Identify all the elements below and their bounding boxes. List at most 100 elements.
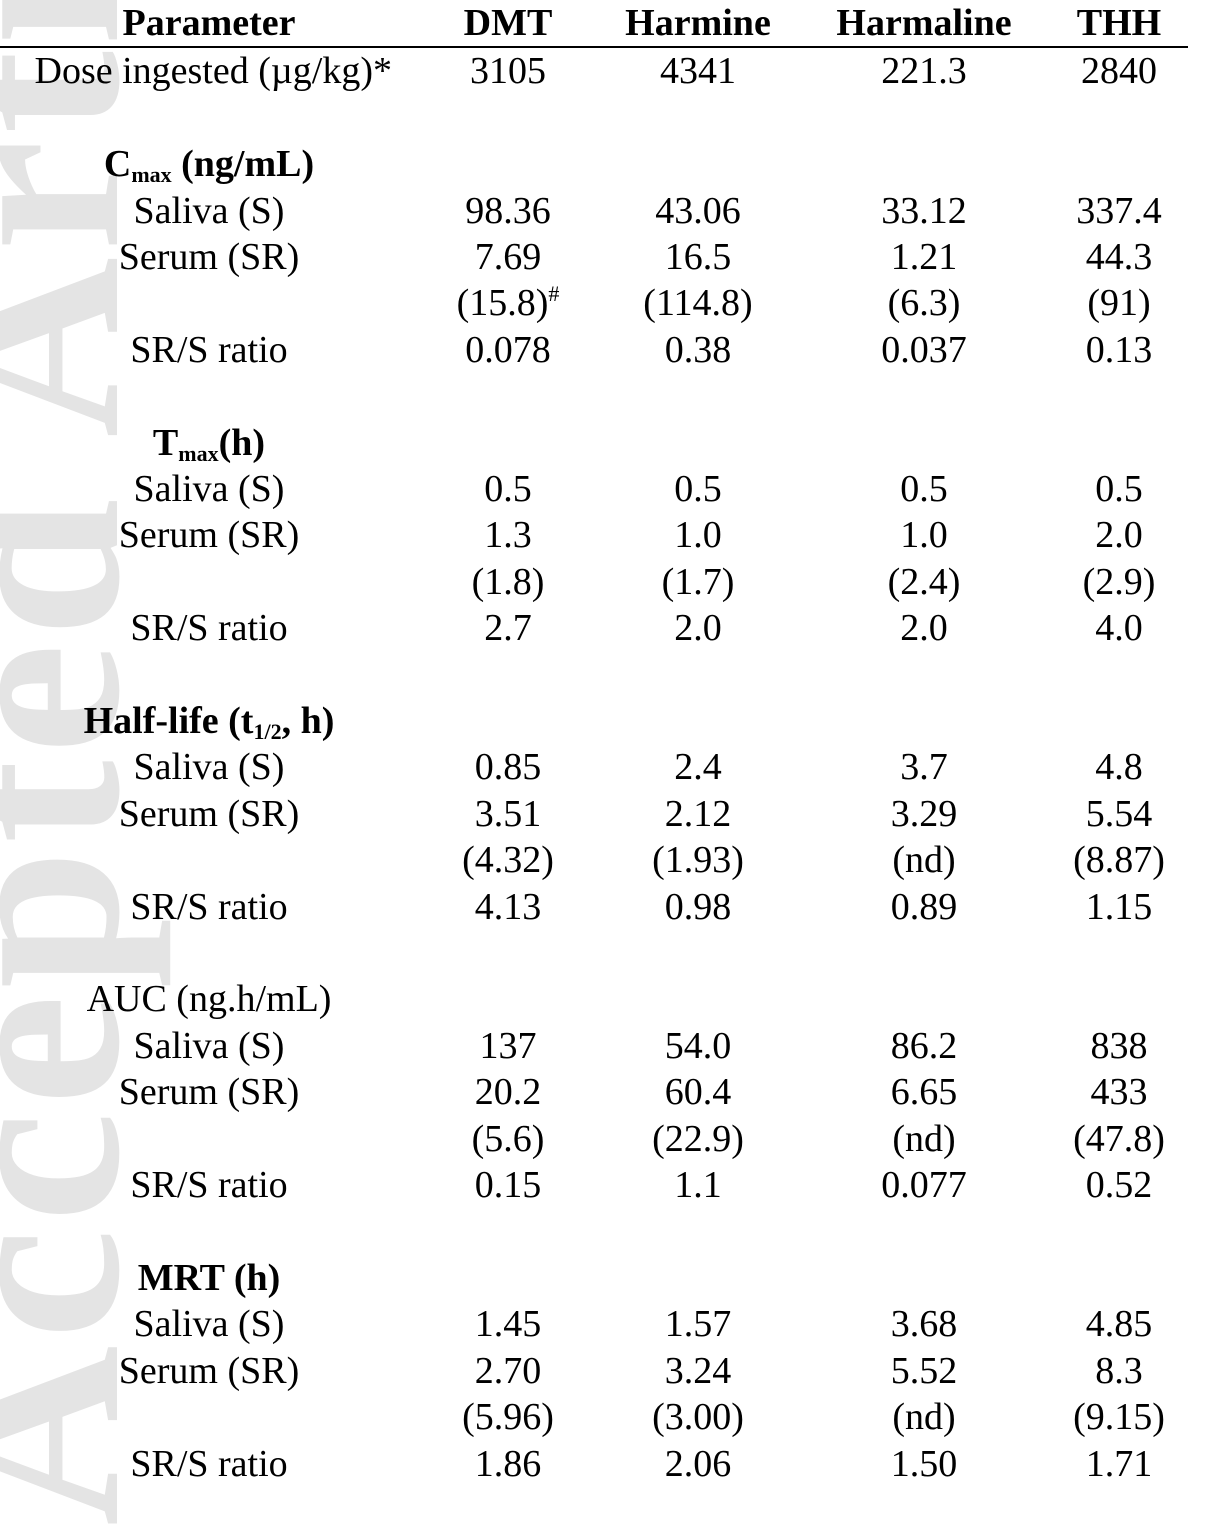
group-heading-row: AUC (ng.h/mL) <box>0 976 1188 1022</box>
value-cell: 2.0 <box>598 605 798 651</box>
value-cell: (22.9) <box>598 1116 798 1162</box>
cell-value: 1.86 <box>474 1442 542 1485</box>
table-row: (15.8)# (114.8) (6.3) (91) <box>0 280 1188 326</box>
cell-value: (22.9) <box>652 1117 744 1160</box>
value-cell: 4.85 <box>1050 1301 1188 1347</box>
value-cell: 5.54 <box>1050 791 1188 837</box>
dose-value: 2840 <box>1081 50 1157 93</box>
spacer-row <box>0 652 1188 698</box>
empty-cell <box>418 420 598 466</box>
value-cell: (5.6) <box>418 1116 598 1162</box>
value-cell: 3.7 <box>798 744 1050 790</box>
cell-value: 1.0 <box>900 514 948 557</box>
cell-value: 60.4 <box>664 1071 732 1114</box>
group-heading: AUC (ng.h/mL) <box>0 976 418 1022</box>
table-row: Serum (SR) 2.70 3.24 5.52 8.3 <box>0 1348 1188 1394</box>
group-heading: Half-life (t1/2, h) <box>0 698 418 744</box>
group-heading-subscript: max <box>131 162 172 188</box>
cell-value: 0.078 <box>465 328 551 371</box>
group-heading-row: Half-life (t1/2, h) <box>0 698 1188 744</box>
table-row: SR/S ratio 2.7 2.0 2.0 4.0 <box>0 605 1188 651</box>
spacer-row <box>0 1209 1188 1255</box>
cell-value: 7.69 <box>474 236 542 279</box>
empty-cell <box>1050 1255 1188 1301</box>
value-cell: 2.0 <box>1050 512 1188 558</box>
group-heading-row: Cmax (ng/mL) <box>0 141 1188 187</box>
dose-label: Dose ingested (µg/kg)* <box>34 50 393 93</box>
cell-value: (9.15) <box>1073 1396 1165 1439</box>
cell-value: 1.50 <box>890 1442 958 1485</box>
value-cell: (47.8) <box>1050 1116 1188 1162</box>
value-cell: 0.078 <box>418 327 598 373</box>
value-cell: 1.3 <box>418 512 598 558</box>
value-cell: 0.89 <box>798 884 1050 930</box>
value-cell: 8.3 <box>1050 1348 1188 1394</box>
value-cell: (8.87) <box>1050 837 1188 883</box>
row-label: SR/S ratio <box>130 885 288 928</box>
cell-value: (1.93) <box>652 839 744 882</box>
value-cell: (114.8) <box>598 280 798 326</box>
cell-value: (114.8) <box>643 282 753 325</box>
header-harmine: Harmine <box>598 0 798 49</box>
cell-value: 1.0 <box>674 514 722 557</box>
row-label: SR/S ratio <box>130 1442 288 1485</box>
empty-cell <box>418 976 598 1022</box>
value-cell: 60.4 <box>598 1069 798 1115</box>
cell-value: (1.8) <box>471 560 545 603</box>
cell-value: 4.13 <box>474 885 542 928</box>
value-cell: 2.7 <box>418 605 598 651</box>
table-row: (5.6) (22.9) (nd) (47.8) <box>0 1116 1188 1162</box>
row-label: Saliva (S) <box>133 1024 285 1067</box>
value-cell: 54.0 <box>598 1023 798 1069</box>
cell-value: (91) <box>1087 282 1151 325</box>
value-cell: 1.86 <box>418 1441 598 1487</box>
group-heading-main: T <box>152 421 179 464</box>
header-parameter: Parameter <box>0 0 418 49</box>
row-label: Serum (SR) <box>118 1349 300 1392</box>
header-harmaline: Harmaline <box>798 0 1050 49</box>
value-cell: 0.85 <box>418 744 598 790</box>
cell-value: (15.8) <box>456 282 549 325</box>
row-label: Serum (SR) <box>118 236 300 279</box>
value-cell: 3.51 <box>418 791 598 837</box>
cell-value: 4.0 <box>1095 607 1143 650</box>
cell-value: 2.70 <box>474 1349 542 1392</box>
header-row: Parameter DMT Harmine Harmaline THH <box>0 0 1188 49</box>
empty-cell <box>1050 420 1188 466</box>
cell-value: 6.65 <box>890 1071 958 1114</box>
cell-value: 44.3 <box>1085 236 1153 279</box>
value-cell: 43.06 <box>598 188 798 234</box>
cell-value: (5.6) <box>471 1117 545 1160</box>
cell-value: 3.51 <box>474 792 542 835</box>
spacer-cell <box>418 930 598 976</box>
empty-cell <box>1050 141 1188 187</box>
value-cell: 3.29 <box>798 791 1050 837</box>
table-row: (5.96) (3.00) (nd) (9.15) <box>0 1394 1188 1440</box>
cell-value: 20.2 <box>474 1071 542 1114</box>
cell-value: 337.4 <box>1076 189 1162 232</box>
empty-cell <box>798 698 1050 744</box>
value-cell: 0.5 <box>1050 466 1188 512</box>
header-thh: THH <box>1050 0 1188 49</box>
spacer-cell <box>798 373 1050 419</box>
cell-value: 0.037 <box>881 328 967 371</box>
table-row: SR/S ratio 0.15 1.1 0.077 0.52 <box>0 1162 1188 1208</box>
spacer-cell <box>1050 652 1188 698</box>
value-cell: 4.8 <box>1050 744 1188 790</box>
value-cell: 33.12 <box>798 188 1050 234</box>
cell-value: 3.29 <box>890 792 958 835</box>
cell-value: 0.5 <box>484 468 532 511</box>
empty-cell <box>1050 976 1188 1022</box>
value-cell: (5.96) <box>418 1394 598 1440</box>
cell-value: 1.3 <box>484 514 532 557</box>
cell-value: 43.06 <box>655 189 741 232</box>
table-row: SR/S ratio 1.86 2.06 1.50 1.71 <box>0 1441 1188 1487</box>
value-cell: 0.38 <box>598 327 798 373</box>
value-cell: (6.3) <box>798 280 1050 326</box>
value-cell: 44.3 <box>1050 234 1188 280</box>
table-row: Saliva (S) 98.36 43.06 33.12 337.4 <box>0 188 1188 234</box>
cell-value: 0.38 <box>664 328 732 371</box>
value-cell: 3.24 <box>598 1348 798 1394</box>
cell-value: 1.15 <box>1085 885 1153 928</box>
value-cell: 1.21 <box>798 234 1050 280</box>
